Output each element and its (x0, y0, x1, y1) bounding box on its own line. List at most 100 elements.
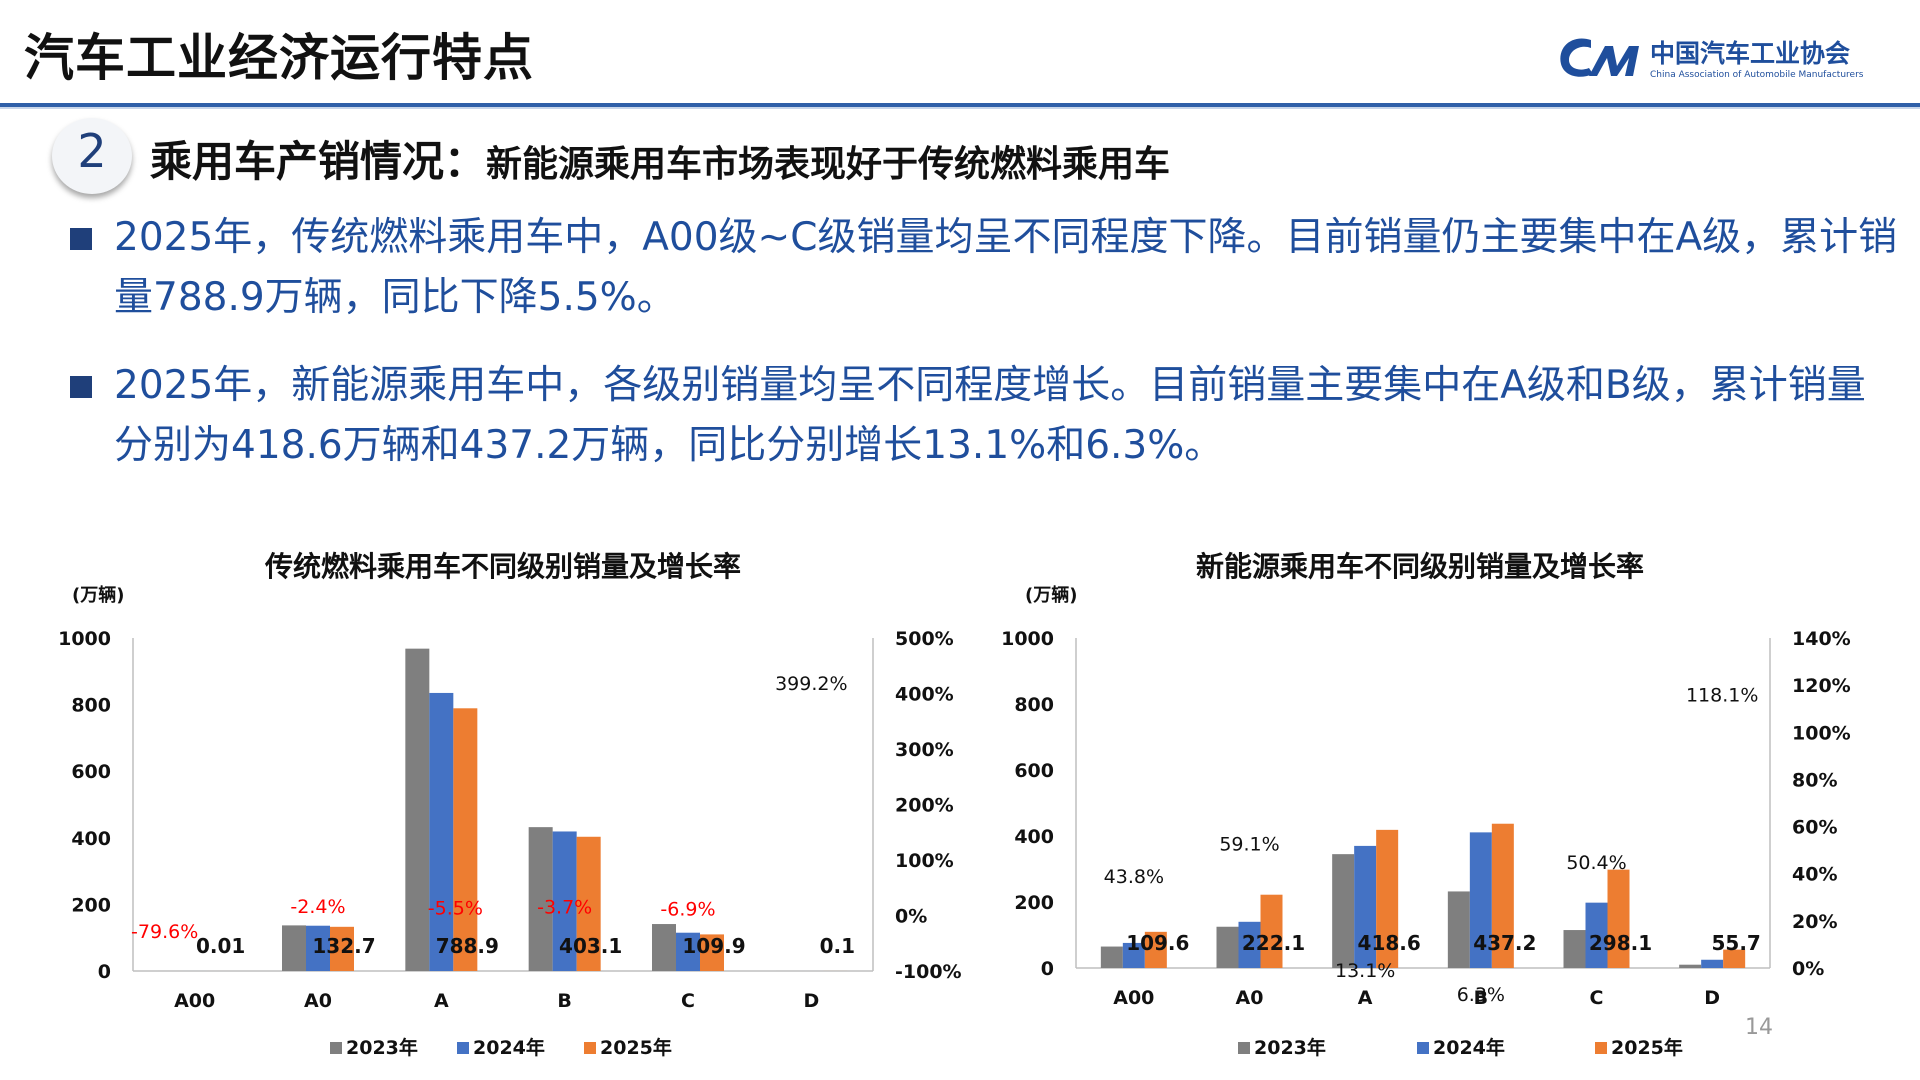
y2-tick-label: 300% (895, 739, 954, 761)
data-label-2025: 0.1 (820, 934, 855, 958)
y2-tick-label: 0% (1792, 958, 1824, 980)
y-tick-label: 200 (71, 894, 111, 916)
page-title: 汽车工业经济运行特点 (24, 29, 534, 87)
bar-2024年 (1701, 959, 1724, 968)
logo-chinese-name: 中国汽车工业协会 (1650, 39, 1851, 68)
legend-label: 2024年 (1433, 1036, 1505, 1059)
section-number: 2 (77, 124, 107, 178)
y2-tick-label: 140% (1792, 628, 1851, 650)
header-divider-shadow (0, 107, 1920, 109)
x-tick-label: B (1474, 987, 1488, 1009)
data-label-2025: 55.7 (1711, 931, 1760, 955)
bar-2024年 (1354, 845, 1377, 968)
y-tick-label: 1000 (58, 628, 111, 650)
x-tick-label: B (557, 990, 571, 1012)
caam-logo-icon (1560, 38, 1639, 77)
growth-rate-label: -79.6% (131, 921, 198, 943)
bar-2025年 (700, 934, 724, 971)
section-number-badge: 2 (52, 118, 132, 194)
chart-traditional-fuel: 传统燃料乘用车不同级别销量及增长率 (万辆) 0 200 400 600 800 1000 -1… (58, 550, 962, 1059)
legend-label: 2025年 (600, 1036, 672, 1059)
legend-swatch (1238, 1042, 1250, 1054)
logo-english-name: China Association of Automobile Manufact… (1650, 70, 1864, 80)
x-tick-label: A00 (1113, 987, 1154, 1009)
y-axis-unit-label: (万辆) (72, 584, 124, 606)
y2-tick-label: 20% (1792, 911, 1837, 933)
bar-2023年 (1216, 926, 1239, 968)
bar-2025年 (1376, 829, 1399, 968)
x-tick-label: A (1358, 987, 1373, 1009)
data-label-2025: 788.9 (436, 934, 499, 958)
y-tick-label: 200 (1014, 892, 1054, 914)
bar-2023年 (1679, 964, 1702, 968)
y-tick-label: 0 (1041, 958, 1054, 980)
x-tick-label: A00 (174, 990, 215, 1012)
bullet-square-icon (70, 376, 92, 398)
y-tick-label: 800 (1014, 694, 1054, 716)
bar-2025年 (453, 708, 478, 971)
y2-tick-label: -100% (895, 961, 962, 983)
chart-new-energy: 新能源乘用车不同级别销量及增长率 (万辆) 0 200 400 600 800 1000 0% 2… (1001, 550, 1851, 1059)
y2-tick-label: 60% (1792, 817, 1837, 839)
x-tick-label: D (803, 990, 819, 1012)
y-tick-label: 400 (71, 828, 111, 850)
bar-2024年 (429, 692, 454, 971)
bar-2025年 (576, 836, 601, 971)
legend-swatch (330, 1042, 342, 1054)
x-tick-label: A0 (1236, 987, 1264, 1009)
bar-2025年 (1491, 823, 1514, 968)
section-title-main: 乘用车产销情况： (150, 137, 487, 186)
bar-2024年 (1122, 942, 1145, 968)
y2-tick-label: 40% (1792, 864, 1837, 886)
legend-swatch (457, 1042, 469, 1054)
y2-tick-label: 200% (895, 795, 954, 817)
data-label-2025: 0.01 (196, 934, 245, 958)
bar-2024年 (552, 831, 577, 971)
y-tick-label: 800 (71, 695, 111, 717)
growth-rate-label: -3.7% (537, 897, 592, 919)
x-tick-label: A (434, 990, 449, 1012)
growth-rate-label: 59.1% (1219, 834, 1279, 856)
data-label-2025: 222.1 (1242, 931, 1305, 955)
bar-2024年 (306, 925, 330, 971)
y2-tick-label: 80% (1792, 769, 1837, 791)
growth-rate-label: 43.8% (1104, 866, 1164, 888)
bar-2025年 (1723, 949, 1746, 968)
bullet-text: 2025年，传统燃料乘用车中，A00级~C级销量均呈不同程度下降。目前销量仍主要… (114, 215, 1898, 320)
bar-2023年 (652, 924, 676, 971)
bar-2025年 (330, 926, 354, 971)
legend-swatch (584, 1042, 596, 1054)
legend-label: 2025年 (1611, 1036, 1683, 1059)
bar-2023年 (405, 648, 430, 971)
chart-title: 新能源乘用车不同级别销量及增长率 (1196, 550, 1644, 583)
bar-2023年 (1100, 946, 1123, 968)
bar-2025年 (1607, 869, 1630, 968)
growth-rate-label: 50.4% (1566, 852, 1626, 874)
y-tick-label: 0 (98, 961, 111, 983)
legend-label: 2024年 (473, 1036, 545, 1059)
bullet-square-icon (70, 228, 92, 250)
bar-2023年 (1447, 891, 1470, 968)
growth-rate-label: 399.2% (775, 673, 847, 695)
bar-2024年 (1469, 832, 1492, 968)
y-tick-label: 600 (1014, 760, 1054, 782)
bar-2023年 (282, 925, 306, 971)
x-tick-label: C (681, 990, 695, 1012)
y2-tick-label: 100% (895, 850, 954, 872)
data-label-2025: 109.6 (1126, 931, 1189, 955)
bar-2024年 (676, 932, 700, 971)
data-label-2025: 403.1 (559, 934, 622, 958)
page-number: 14 (1745, 1015, 1773, 1040)
legend-label: 2023年 (346, 1036, 418, 1059)
section-subtitle: 新能源乘用车市场表现好于传统燃料乘用车 (486, 144, 1171, 185)
legend-swatch (1417, 1042, 1429, 1054)
y2-tick-label: 500% (895, 628, 954, 650)
growth-rate-label: 118.1% (1686, 685, 1758, 707)
growth-rate-label: 13.1% (1335, 960, 1395, 982)
y-tick-label: 600 (71, 761, 111, 783)
data-label-2025: 298.1 (1589, 931, 1652, 955)
growth-rate-label: 6.3% (1457, 984, 1505, 1006)
data-label-2025: 437.2 (1473, 931, 1536, 955)
y-axis-unit-label: (万辆) (1025, 584, 1077, 606)
growth-rate-label: -6.9% (660, 898, 715, 920)
